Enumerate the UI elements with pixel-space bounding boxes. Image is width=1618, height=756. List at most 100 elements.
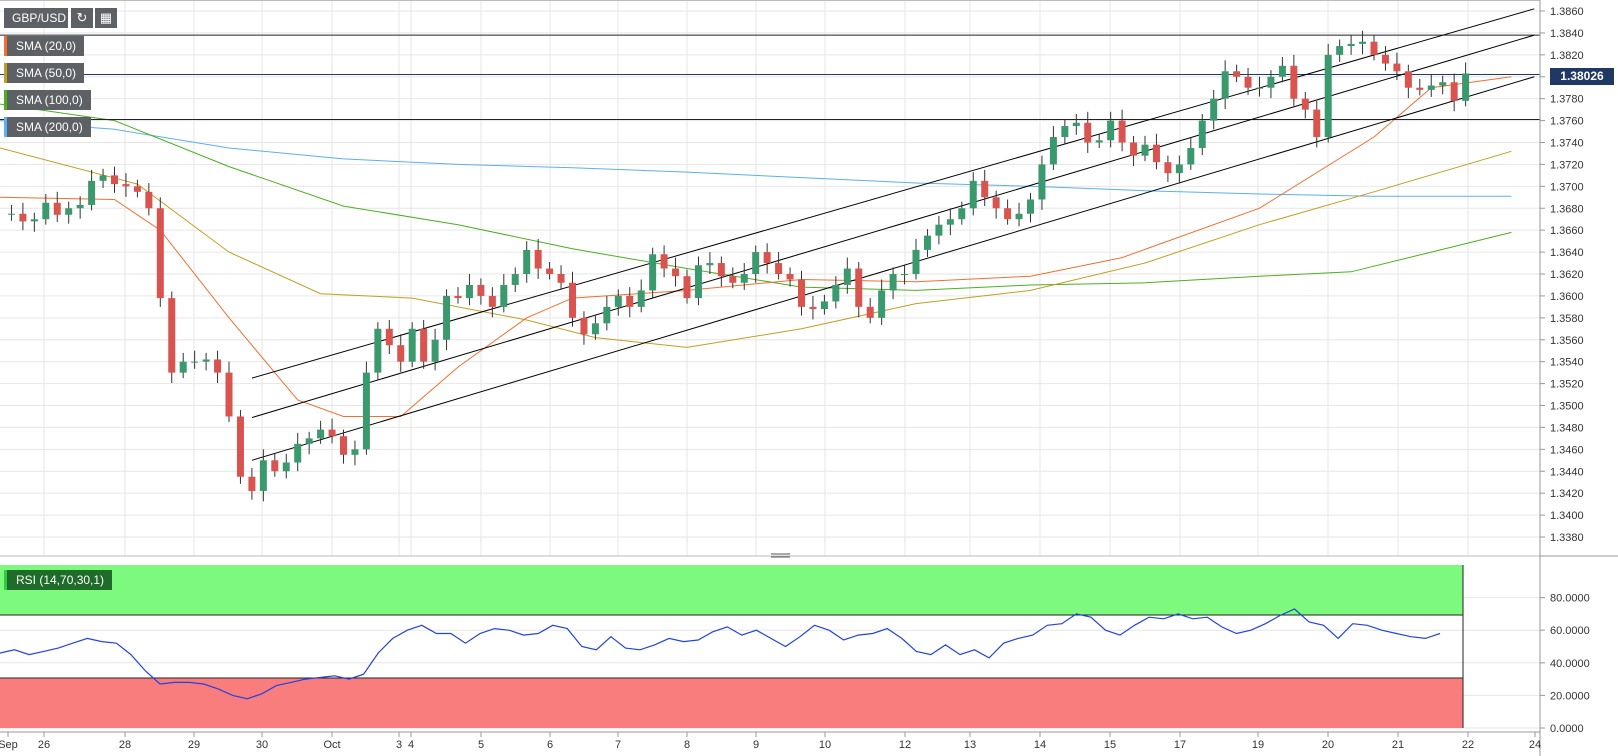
candle-bearish [580,317,588,335]
price-tick-label: 1.3500 [1550,401,1584,413]
rsi-tick-label: 40.0000 [1550,658,1590,670]
candle-bearish [1084,122,1092,143]
candle-bullish [946,219,954,225]
price-tick-label: 1.3580 [1550,313,1584,325]
price-tick-label: 1.3680 [1550,203,1584,215]
candle-bullish [1107,120,1115,141]
price-tick-label: 1.3640 [1550,247,1584,259]
time-tick-label: 30 [256,739,268,751]
candle-bearish [786,274,794,280]
candle-bullish [408,328,416,362]
price-tick-label: 1.3440 [1550,466,1584,478]
candle-bearish [225,372,233,417]
candle-bullish [191,361,199,363]
candle-bearish [248,476,256,491]
time-tick-label: 10 [819,739,831,751]
candle-bearish [156,208,164,299]
sma-200-line [0,120,1512,197]
candle-bullish [374,328,382,373]
rsi-tick-label: 0.0000 [1550,723,1584,735]
rsi-tick-label: 80.0000 [1550,593,1590,605]
calendar-icon[interactable]: ▦ [95,8,117,28]
time-tick-label: 14 [1034,739,1046,751]
pane-resize-handle[interactable] [771,553,790,558]
candle-bullish [7,213,15,215]
candle-bearish [534,249,542,269]
price-tick-label: 1.3560 [1550,335,1584,347]
candle-bearish [557,274,565,283]
time-tick-label: 9 [753,739,759,751]
candle-bearish [798,279,805,307]
rsi-label[interactable]: RSI (14,70,30,1) [4,570,113,590]
time-tick-label: 29 [188,739,200,751]
candle-bullish [1324,54,1332,138]
price-tick-label: 1.3600 [1550,291,1584,303]
candle-bullish [305,438,313,444]
candle-bullish [431,339,439,362]
candle-bullish [500,284,508,307]
candle-bearish [866,306,874,318]
candle-bearish [1233,71,1241,77]
symbol-button[interactable]: GBP/USD [4,8,68,28]
price-tick-label: 1.3780 [1550,94,1584,106]
last-price-badge: 1.38026 [1550,68,1614,85]
candle-bullish [1072,122,1080,127]
candle-bearish [660,254,668,269]
candle-bullish [511,274,519,285]
candle-bearish [454,295,462,299]
candle-bearish [145,191,153,209]
candle-bullish [1061,126,1069,138]
channel-line [251,34,1535,419]
time-tick-label: 26 [38,739,50,751]
candle-bearish [477,284,485,296]
candle-bullish [317,429,325,439]
candle-bullish [99,175,107,181]
sma-200-label[interactable]: SMA (200,0) [4,117,91,137]
candle-bullish [591,323,599,335]
candle-bearish [488,295,496,307]
sma-20-label[interactable]: SMA (20,0) [4,36,85,56]
price-tick-label: 1.3620 [1550,269,1584,281]
candle-bullish [1256,87,1263,89]
candle-bullish [1221,71,1229,99]
time-tick-label: 15 [1104,739,1116,751]
candle-bullish [42,202,50,220]
candle-bearish [214,359,222,373]
candle-bearish [1118,120,1126,143]
candle-bullish [1336,46,1344,55]
candle-bullish [1175,164,1183,174]
time-tick-label: 3 [396,739,402,751]
rsi-axis: 80.0000 60.0000 40.0000 20.0000 0.0000 [1540,593,1590,735]
candle-bullish [832,284,840,302]
sma-50-label[interactable]: SMA (50,0) [4,63,85,83]
sma-100-label[interactable]: SMA (100,0) [4,90,91,110]
price-grid [0,1,1540,556]
candle-bullish [694,265,702,299]
price-tick-label: 1.3520 [1550,379,1584,391]
candle-bullish [1359,41,1367,44]
candle-bullish [614,295,622,307]
candle-bullish [179,361,187,373]
price-tick-label: 1.3480 [1550,422,1584,434]
candle-bullish [351,449,359,455]
candle-bearish [1004,208,1012,220]
channel-line [251,8,1535,379]
candle-bearish [546,268,554,274]
candle-bearish [729,276,737,283]
price-tick-label: 1.3380 [1550,532,1584,544]
candle-bearish [683,276,691,299]
candle-bearish [53,202,61,215]
time-axis: Sep 26 28 29 30 Oct 3 4 5 6 7 8 9 10 12 13 14 15 17 19 20 21 2… [0,732,1541,751]
candle-bearish [763,252,771,264]
candle-bearish [1381,54,1389,64]
horizontal-levels [0,34,1540,120]
time-tick-label: 12 [899,739,911,751]
refresh-icon[interactable]: ↻ [71,8,93,28]
time-tick-label: 4 [408,739,414,751]
rsi-tick-label: 20.0000 [1550,690,1590,702]
time-tick-label: 20 [1322,739,1334,751]
candle-bullish [752,252,760,274]
candle-bearish [397,345,405,362]
time-tick-label: 17 [1174,739,1186,751]
